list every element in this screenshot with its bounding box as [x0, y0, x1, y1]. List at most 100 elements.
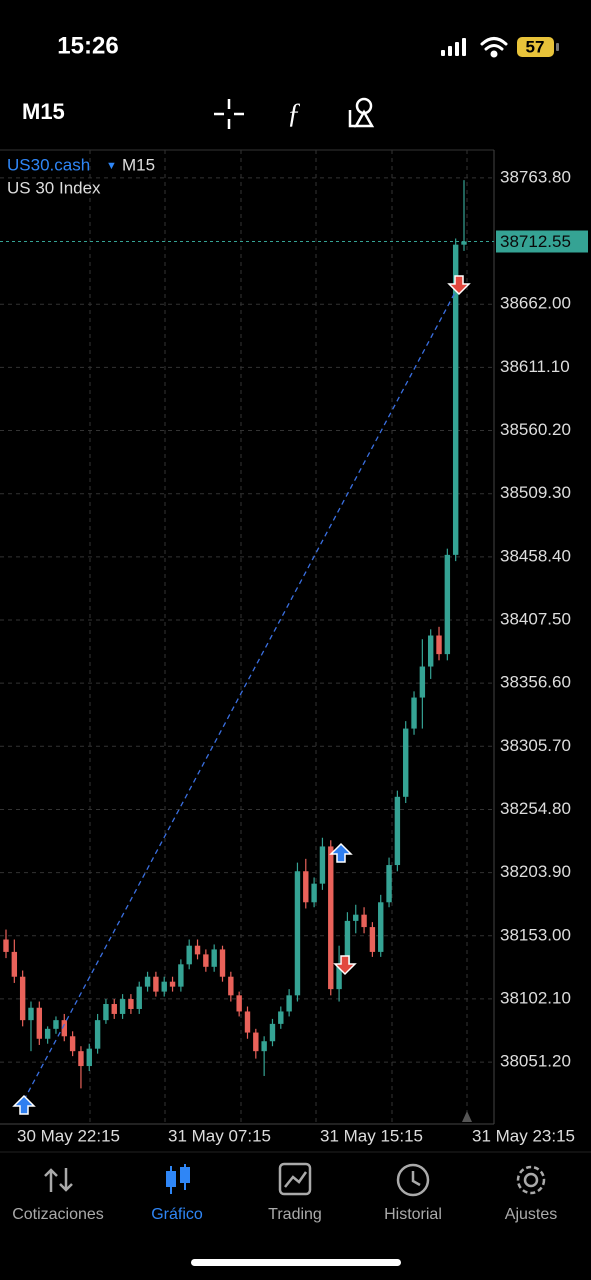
buy-marker: [329, 842, 353, 863]
y-tick-label: 38560.20: [500, 420, 571, 439]
tab-history-icon[interactable]: [396, 1163, 430, 1197]
trade-line: [23, 284, 460, 1101]
wifi-icon: [480, 37, 508, 58]
candle-body: [419, 666, 426, 698]
candle-body: [444, 554, 451, 655]
tab-bar: Cotizaciones Gráfico Trading Historial Ajust…: [12, 1206, 557, 1223]
candle-body: [394, 796, 401, 866]
signal-icon: [441, 38, 466, 56]
candle-body: [61, 1020, 67, 1037]
y-tick-label: 38662.00: [500, 294, 571, 313]
y-tick-label: 38509.30: [500, 483, 571, 502]
candle-body: [228, 976, 234, 996]
candle-body: [136, 986, 142, 1009]
candle-body: [328, 846, 334, 990]
candle-body: [144, 976, 151, 987]
candle-body: [219, 949, 226, 977]
x-tick-label: 30 May 22:15: [17, 1126, 120, 1145]
candle-body: [161, 981, 167, 992]
candle-body: [11, 951, 18, 977]
tab-trading-icon[interactable]: [278, 1162, 312, 1196]
candle-body: [86, 1048, 92, 1067]
candle-body: [369, 927, 376, 952]
crosshair-button[interactable]: [214, 99, 244, 129]
tab-label[interactable]: Trading: [268, 1206, 322, 1223]
last-price-label: 38712.55: [500, 232, 571, 251]
candle-body: [311, 883, 317, 903]
y-tick-label: 38407.50: [500, 609, 571, 628]
tab-label[interactable]: Historial: [384, 1206, 442, 1223]
tab-label[interactable]: Cotizaciones: [12, 1206, 104, 1223]
candle-body: [44, 1028, 51, 1039]
symbol-description: US 30 Index: [7, 178, 101, 197]
candle-body: [378, 902, 384, 952]
candle-body: [411, 697, 417, 729]
battery-cap: [556, 43, 559, 51]
candle-body: [361, 914, 367, 928]
tab-quotes-icon[interactable]: [44, 1168, 73, 1192]
tab-label[interactable]: Gráfico: [151, 1206, 203, 1223]
timeframe-button[interactable]: M15: [22, 99, 65, 124]
candle-body: [3, 939, 9, 952]
candle-body: [319, 846, 326, 884]
objects-button[interactable]: [348, 97, 375, 128]
sell-marker: [333, 955, 357, 976]
sell-marker: [447, 275, 471, 296]
vertical-grid: [89, 150, 468, 1124]
x-tick-label: 31 May 23:15: [472, 1126, 575, 1145]
last-price-box: [496, 230, 588, 253]
candle-body: [261, 1041, 267, 1052]
battery-level: 57: [526, 37, 545, 56]
grid-layer: [0, 177, 494, 1063]
y-tick-label: 38458.40: [500, 546, 571, 565]
candle-body: [28, 1007, 34, 1021]
candle-body: [461, 241, 467, 245]
x-tick-label: 31 May 07:15: [168, 1126, 271, 1145]
candle-body: [403, 728, 409, 797]
y-tick-label: 38153.00: [500, 925, 571, 944]
indicators-button[interactable]: ƒ: [287, 98, 301, 129]
candle-body: [269, 1023, 276, 1042]
candle-body: [253, 1032, 259, 1052]
candle-body: [211, 949, 217, 967]
candle-body: [169, 981, 176, 987]
candle-body: [94, 1020, 101, 1049]
candle-body: [386, 865, 392, 903]
candle-body: [53, 1020, 59, 1029]
x-tick-label: 31 May 15:15: [320, 1126, 423, 1145]
x-axis: 30 May 22:15 31 May 07:15 31 May 15:15 3…: [17, 1126, 575, 1145]
symbol-dropdown[interactable]: ▼: [106, 160, 117, 172]
buy-marker: [12, 1094, 36, 1115]
candle-body: [194, 945, 201, 955]
candle-body: [336, 964, 342, 990]
candle-body: [186, 945, 192, 965]
candle-body: [353, 914, 359, 921]
battery: [517, 37, 554, 57]
y-tick-label: 38305.70: [500, 736, 571, 755]
candle-body: [294, 871, 301, 996]
candle-body: [111, 1004, 117, 1014]
symbol-name[interactable]: US30.cash: [7, 155, 90, 174]
home-indicator: [191, 1259, 401, 1266]
candles-layer: [0, 180, 494, 1089]
candle-body: [344, 920, 351, 965]
candle-body: [119, 999, 126, 1014]
y-tick-label: 38611.10: [500, 357, 570, 376]
candle-body: [78, 1051, 84, 1067]
status-time: 15:26: [57, 32, 118, 59]
candle-body: [286, 995, 292, 1012]
tab-chart-icon[interactable]: [166, 1164, 190, 1194]
candle-body: [452, 244, 459, 555]
candle-body: [436, 635, 442, 655]
y-tick-label: 38763.80: [500, 167, 571, 186]
candle-body: [278, 1011, 284, 1024]
y-tick-label: 38102.10: [500, 988, 571, 1007]
tab-settings-icon[interactable]: [516, 1165, 546, 1195]
candle-body: [203, 954, 209, 967]
candle-body: [303, 871, 309, 903]
candle-body: [236, 995, 242, 1012]
candle-body: [69, 1036, 76, 1052]
tab-label[interactable]: Ajustes: [505, 1206, 557, 1223]
